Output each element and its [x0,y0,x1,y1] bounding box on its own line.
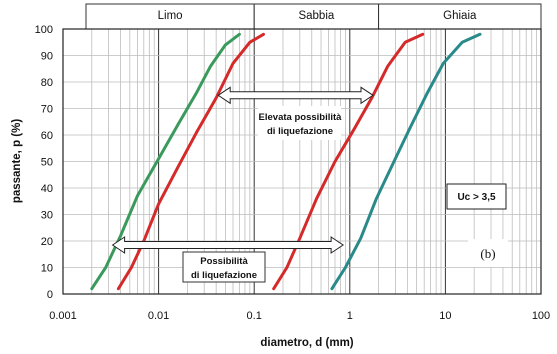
grading-curve-4 [330,32,482,291]
high-liquefaction-label-bg [258,106,341,140]
soil-band-limo [85,3,255,30]
soil-band-label: Sabbia [298,10,334,22]
axis-ticks: 0 10 20 30 40 50 60 70 80 90 100 0.001 0.01 0.1 1 10 100 [35,24,551,322]
soil-band-sabbia [253,3,380,30]
liquefaction-label: Possibilità [200,256,248,267]
grading-curves [90,32,482,291]
y-tick-label: 60 [41,130,53,142]
y-tick-label: 30 [41,210,53,222]
x-tick-label: 0.1 [247,310,262,322]
soil-class-header: Limo Sabbia Ghiaia [85,3,542,30]
x-tick-label: 10 [439,310,451,322]
high-liquefaction-label: Elevata possibilità [259,112,343,123]
high-liquefaction-label: di liquefazione [267,126,333,137]
liquefaction-label: di liquefazione [191,270,257,281]
y-tick-label: 100 [35,24,53,36]
y-tick-label: 70 [41,104,53,116]
uniformity-coefficient-label: Uc > 3,5 [457,192,496,203]
y-tick-label: 50 [41,157,53,169]
liquefaction-label-box [182,251,266,283]
liquefaction-arrows [111,86,374,254]
annotations: Elevata possibilità di liquefazione Possib… [182,106,508,283]
x-tick-label: 0.01 [148,310,169,322]
soil-band-label: Ghiaia [443,10,477,22]
grading-curve-2 [116,32,265,291]
x-tick-label: 0.001 [49,310,77,322]
liquefaction-arrow-2 [111,236,345,254]
y-tick-label: 0 [47,289,53,301]
plot-frame [62,28,542,295]
y-tick-label: 20 [41,236,53,248]
liquefaction-arrow-1 [217,86,374,105]
y-tick-label: 80 [41,77,53,89]
y-tick-label: 40 [41,183,53,195]
soil-band-label: Limo [158,10,183,22]
grading-curve-1 [90,32,241,291]
figure-tag: (b) [480,246,495,261]
x-tick-label: 1 [347,310,353,322]
uniformity-coefficient-box [446,183,507,210]
y-axis-title: passante, p (%) [11,119,23,204]
plot-border [62,28,542,295]
x-tick-label: 100 [532,310,550,322]
x-axis-title: diametro, d (mm) [260,337,353,349]
y-tick-label: 10 [41,263,53,275]
y-tick-label: 90 [41,51,53,63]
figure-tag-bg [468,239,508,267]
grading-curve-3 [272,32,425,291]
soil-band-ghiaia [378,3,542,30]
